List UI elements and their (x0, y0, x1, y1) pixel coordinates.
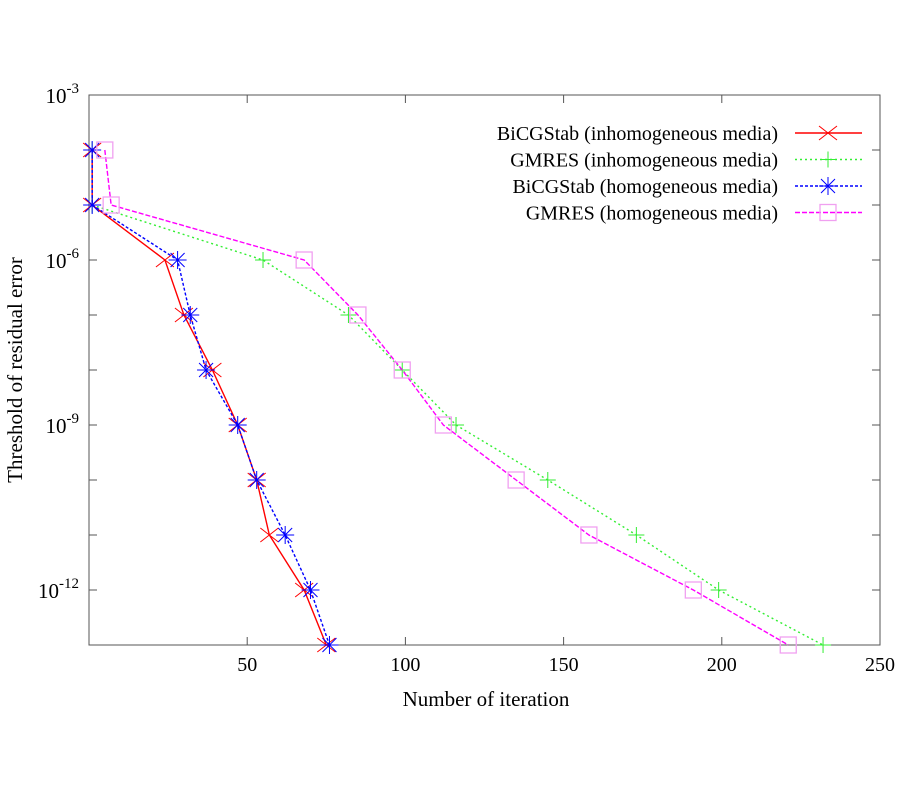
square-marker (819, 203, 837, 222)
square-marker (779, 636, 797, 654)
x-tick-label: 250 (865, 654, 895, 676)
y-tick-label: 10-3 (46, 81, 80, 108)
plus-marker (628, 527, 645, 543)
legend-label: BiCGStab (inhomogeneous media) (497, 123, 778, 145)
star-marker (247, 471, 266, 489)
plus-marker (448, 417, 465, 433)
series-2 (83, 141, 339, 654)
square-marker (349, 306, 367, 324)
star-marker (228, 416, 247, 434)
y-axis-label: Threshold of residual error (3, 257, 27, 483)
plus-marker (820, 151, 836, 168)
star-marker (276, 526, 295, 544)
x-tick-label: 50 (237, 654, 257, 676)
series-3 (96, 141, 797, 654)
x-tick-label: 100 (390, 654, 420, 676)
x-tick-label: 150 (549, 654, 579, 676)
square-marker (102, 196, 120, 214)
star-marker (83, 196, 102, 214)
square-marker (96, 141, 114, 159)
square-marker (507, 471, 525, 489)
plus-marker (710, 582, 727, 598)
star-marker (168, 251, 187, 269)
plus-marker (255, 252, 272, 268)
star-marker (197, 361, 216, 379)
y-tick-label: 10-6 (46, 246, 80, 273)
legend-label: GMRES (homogeneous media) (526, 203, 778, 225)
series-line (91, 150, 824, 646)
y-tick-label: 10-9 (46, 411, 80, 438)
square-marker (684, 581, 702, 599)
star-marker (83, 141, 102, 159)
star-marker (320, 636, 339, 654)
cross-marker (260, 527, 279, 543)
x-axis-label: Number of iteration (403, 687, 570, 711)
series-line (91, 150, 327, 646)
star-marker (301, 581, 320, 599)
cross-marker (155, 252, 175, 268)
series-line (91, 150, 331, 646)
square-marker (393, 361, 411, 379)
series-0 (82, 142, 336, 653)
cross-marker (818, 125, 838, 141)
x-tick-label: 200 (707, 654, 737, 676)
square-marker (295, 251, 313, 269)
star-marker (181, 306, 200, 324)
star-marker (819, 177, 837, 195)
legend-label: GMRES (inhomogeneous media) (510, 150, 778, 172)
series-line (104, 149, 789, 646)
plus-marker (815, 637, 832, 653)
legend-label: BiCGStab (homogeneous media) (512, 176, 778, 198)
square-marker (580, 526, 598, 544)
square-marker (434, 416, 453, 434)
y-tick-label: 10-12 (38, 576, 79, 603)
plus-marker (340, 307, 357, 323)
plus-marker (539, 472, 556, 488)
